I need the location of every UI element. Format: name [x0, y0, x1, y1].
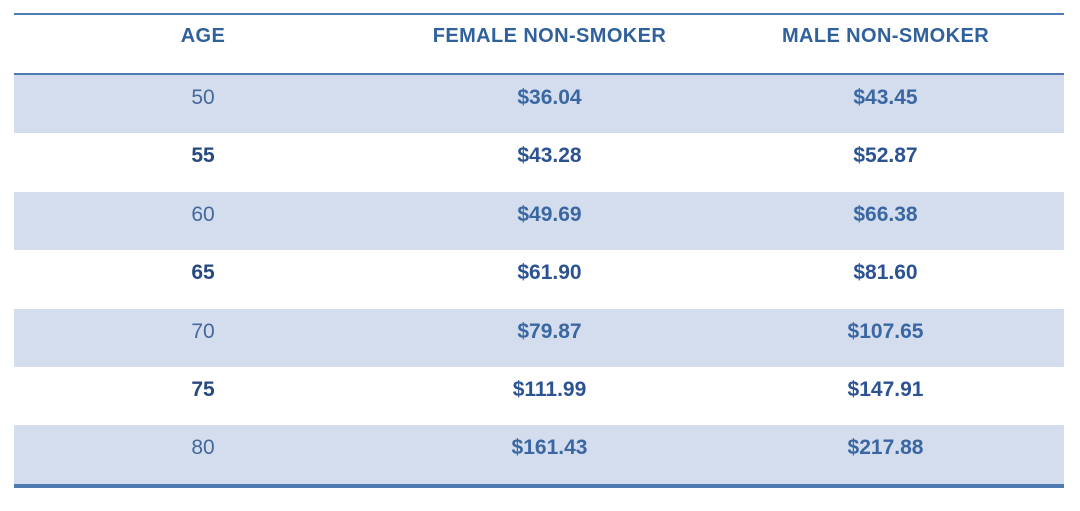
male-rate-cell: $81.60: [853, 261, 918, 285]
male-rate-cell: $43.45: [853, 86, 918, 109]
male-rate-cell: $52.87: [853, 144, 918, 168]
male-rate-cell: $107.65: [847, 319, 924, 343]
female-rate-cell: $43.28: [517, 144, 582, 168]
age-cell: 75: [191, 377, 215, 401]
female-rate-cell: $49.69: [517, 202, 582, 226]
column-header-age: AGE: [180, 25, 226, 47]
table-row: 80 $161.43 $217.88: [14, 425, 1064, 484]
male-rate-cell: $66.38: [853, 202, 918, 226]
female-rate-cell: $79.87: [517, 319, 582, 343]
female-rate-cell: $111.99: [512, 377, 587, 401]
age-cell: 50: [191, 86, 215, 109]
female-rate-cell: $36.04: [517, 86, 582, 109]
male-rate-cell: $147.91: [847, 377, 924, 401]
table-row: 60 $49.69 $66.38: [14, 191, 1064, 251]
female-rate-cell: $161.43: [511, 436, 588, 460]
table-body: 50 $36.04 $43.45 55 $43.28 $52.87 60 $49…: [14, 75, 1064, 488]
table-row: 50 $36.04 $43.45: [14, 75, 1064, 134]
table-header-row: AGE FEMALE NON-SMOKER MALE NON-SMOKER: [14, 13, 1064, 75]
table-row: 70 $79.87 $107.65: [14, 308, 1064, 367]
table-row: 65 $61.90 $81.60: [14, 250, 1064, 309]
table-row: 75 $111.99 $147.91: [14, 366, 1064, 426]
female-rate-cell: $61.90: [517, 261, 582, 285]
age-cell: 80: [191, 436, 215, 460]
age-cell: 55: [191, 144, 215, 168]
male-rate-cell: $217.88: [847, 436, 924, 460]
column-header-female-non-smoker: FEMALE NON-SMOKER: [432, 25, 667, 47]
age-cell: 65: [191, 261, 215, 285]
age-cell: 60: [191, 202, 215, 226]
rate-table: AGE FEMALE NON-SMOKER MALE NON-SMOKER 50…: [14, 13, 1064, 488]
table-row: 55 $43.28 $52.87: [14, 133, 1064, 192]
column-header-male-non-smoker: MALE NON-SMOKER: [781, 25, 990, 47]
age-cell: 70: [191, 319, 215, 343]
